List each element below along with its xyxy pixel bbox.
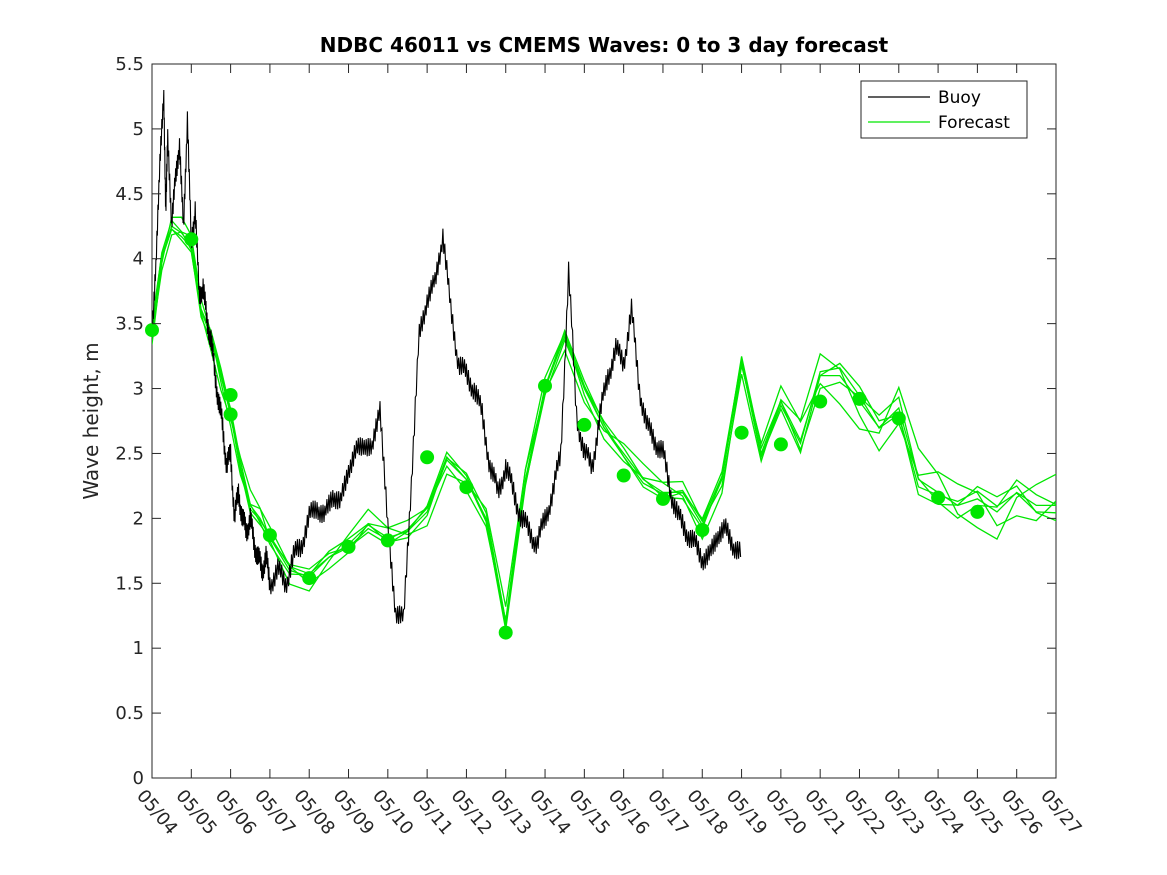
y-tick-label: 4	[133, 249, 144, 270]
x-tick-label: 05/04	[132, 786, 181, 839]
forecast-marker	[970, 504, 985, 519]
x-tick-label: 05/08	[289, 786, 338, 839]
x-tick-label: 05/11	[407, 786, 456, 839]
forecast-marker	[341, 539, 356, 554]
x-tick-label: 05/05	[171, 786, 220, 839]
forecast-marker	[420, 450, 435, 465]
forecast-marker	[538, 378, 552, 393]
legend-box	[860, 80, 1028, 139]
forecast-marker	[184, 232, 199, 247]
forecast-marker	[302, 571, 317, 586]
forecast-marker	[145, 323, 159, 338]
x-tick-label: 05/21	[800, 786, 849, 839]
forecast-marker	[262, 528, 277, 543]
forecast-series-line	[152, 231, 1056, 621]
legend-label-forecast: Forecast	[938, 113, 1010, 133]
forecast-marker	[852, 391, 867, 406]
forecast-marker	[931, 490, 946, 505]
x-tick-label: 05/12	[447, 786, 496, 839]
legend-label-buoy: Buoy	[938, 88, 981, 108]
forecast-marker	[813, 394, 828, 409]
buoy-series-line	[152, 89, 742, 625]
chart-title: NDBC 46011 vs CMEMS Waves: 0 to 3 day fo…	[320, 33, 889, 57]
y-tick-label: 0.5	[115, 703, 144, 724]
x-tick-label: 05/07	[250, 786, 299, 839]
y-tick-label: 3.5	[115, 314, 144, 335]
x-tick-label: 05/20	[761, 786, 810, 839]
x-tick-label: 05/19	[722, 786, 771, 839]
forecast-marker	[695, 523, 710, 537]
forecast-marker	[498, 625, 513, 640]
x-tick-label: 05/15	[565, 786, 614, 839]
y-tick-label: 4.5	[115, 184, 144, 205]
y-tick-label: 3	[133, 379, 144, 400]
y-tick-label: 5	[133, 119, 144, 140]
forecast-marker	[459, 480, 474, 495]
x-tick-label: 05/27	[1036, 786, 1085, 839]
forecast-marker	[734, 425, 749, 440]
x-tick-label: 05/25	[958, 786, 1007, 839]
y-tick-label: 5.5	[115, 54, 144, 75]
x-tick-label: 05/06	[211, 786, 260, 839]
forecast-marker	[891, 411, 906, 426]
forecast-marker	[577, 417, 592, 432]
x-tick-label: 05/16	[604, 786, 653, 839]
forecast-marker	[616, 468, 631, 483]
x-tick-label: 05/17	[643, 786, 692, 839]
y-axis: 0 0.5 1 1.5 2 2.5 3 3.5 4 4.5 5 5.5	[115, 54, 1056, 789]
y-tick-label: 1	[133, 638, 144, 659]
y-tick-label: 1.5	[115, 573, 144, 594]
x-tick-label: 05/13	[486, 786, 535, 839]
legend: Buoy Forecast	[860, 80, 1028, 139]
forecast-marker	[773, 437, 788, 452]
y-tick-label: 0	[133, 768, 144, 789]
forecast-marker	[380, 533, 395, 548]
x-tick-label: 05/24	[918, 786, 967, 839]
forecast-marker	[656, 491, 670, 506]
x-tick-label: 05/18	[682, 786, 731, 839]
x-tick-label: 05/09	[329, 786, 378, 839]
y-tick-label: 2.5	[115, 443, 144, 464]
forecast-marker	[223, 388, 238, 402]
y-tick-label: 2	[133, 508, 144, 529]
x-tick-label: 05/14	[525, 786, 574, 839]
forecast-marker	[223, 407, 238, 422]
x-tick-label: 05/22	[840, 786, 889, 839]
x-tick-label: 05/10	[368, 786, 417, 839]
x-tick-label: 05/26	[997, 786, 1046, 839]
y-axis-label: Wave height, m	[79, 342, 103, 499]
forecast-markers	[145, 232, 985, 640]
x-tick-label: 05/23	[879, 786, 928, 839]
